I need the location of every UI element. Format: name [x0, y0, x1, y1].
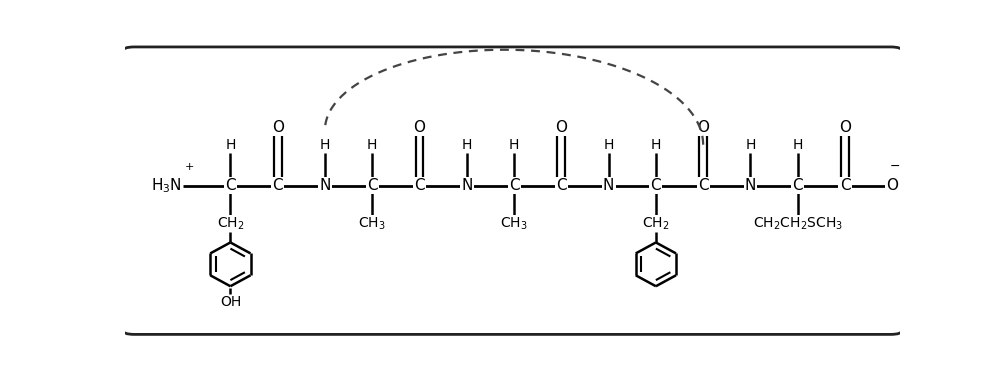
Text: $\mathrm{H_3N}$: $\mathrm{H_3N}$ — [151, 176, 182, 195]
Text: CH$_2$: CH$_2$ — [217, 215, 244, 232]
Text: C: C — [509, 178, 519, 193]
Text: O: O — [555, 120, 567, 135]
Text: C: C — [367, 178, 378, 193]
Text: H: H — [509, 138, 519, 152]
Text: H: H — [793, 138, 803, 152]
Text: H: H — [225, 138, 236, 152]
Text: CH$_3$: CH$_3$ — [358, 215, 386, 232]
Text: N: N — [745, 178, 756, 193]
Text: OH: OH — [220, 295, 241, 309]
Text: C: C — [651, 178, 661, 193]
Text: C: C — [272, 178, 283, 193]
Text: O: O — [414, 120, 426, 135]
Text: C: C — [414, 178, 425, 193]
Text: C: C — [698, 178, 708, 193]
Text: C: C — [840, 178, 850, 193]
Text: H: H — [651, 138, 661, 152]
Text: CH$_2$CH$_2$SCH$_3$: CH$_2$CH$_2$SCH$_3$ — [753, 215, 843, 232]
Text: H: H — [462, 138, 472, 152]
Text: −: − — [890, 160, 901, 173]
Text: O: O — [697, 120, 709, 135]
Text: O: O — [272, 120, 284, 135]
Text: O: O — [886, 178, 898, 193]
Text: H: H — [603, 138, 614, 152]
Text: C: C — [225, 178, 236, 193]
FancyBboxPatch shape — [123, 47, 902, 334]
Text: C: C — [556, 178, 567, 193]
Text: CH$_3$: CH$_3$ — [500, 215, 528, 232]
Text: H: H — [745, 138, 756, 152]
Text: H: H — [367, 138, 377, 152]
Text: O: O — [839, 120, 851, 135]
Text: +: + — [185, 161, 194, 172]
Text: C: C — [792, 178, 803, 193]
Text: N: N — [319, 178, 331, 193]
Text: H: H — [320, 138, 330, 152]
Text: CH$_2$: CH$_2$ — [642, 215, 670, 232]
Text: N: N — [461, 178, 472, 193]
Text: N: N — [603, 178, 614, 193]
